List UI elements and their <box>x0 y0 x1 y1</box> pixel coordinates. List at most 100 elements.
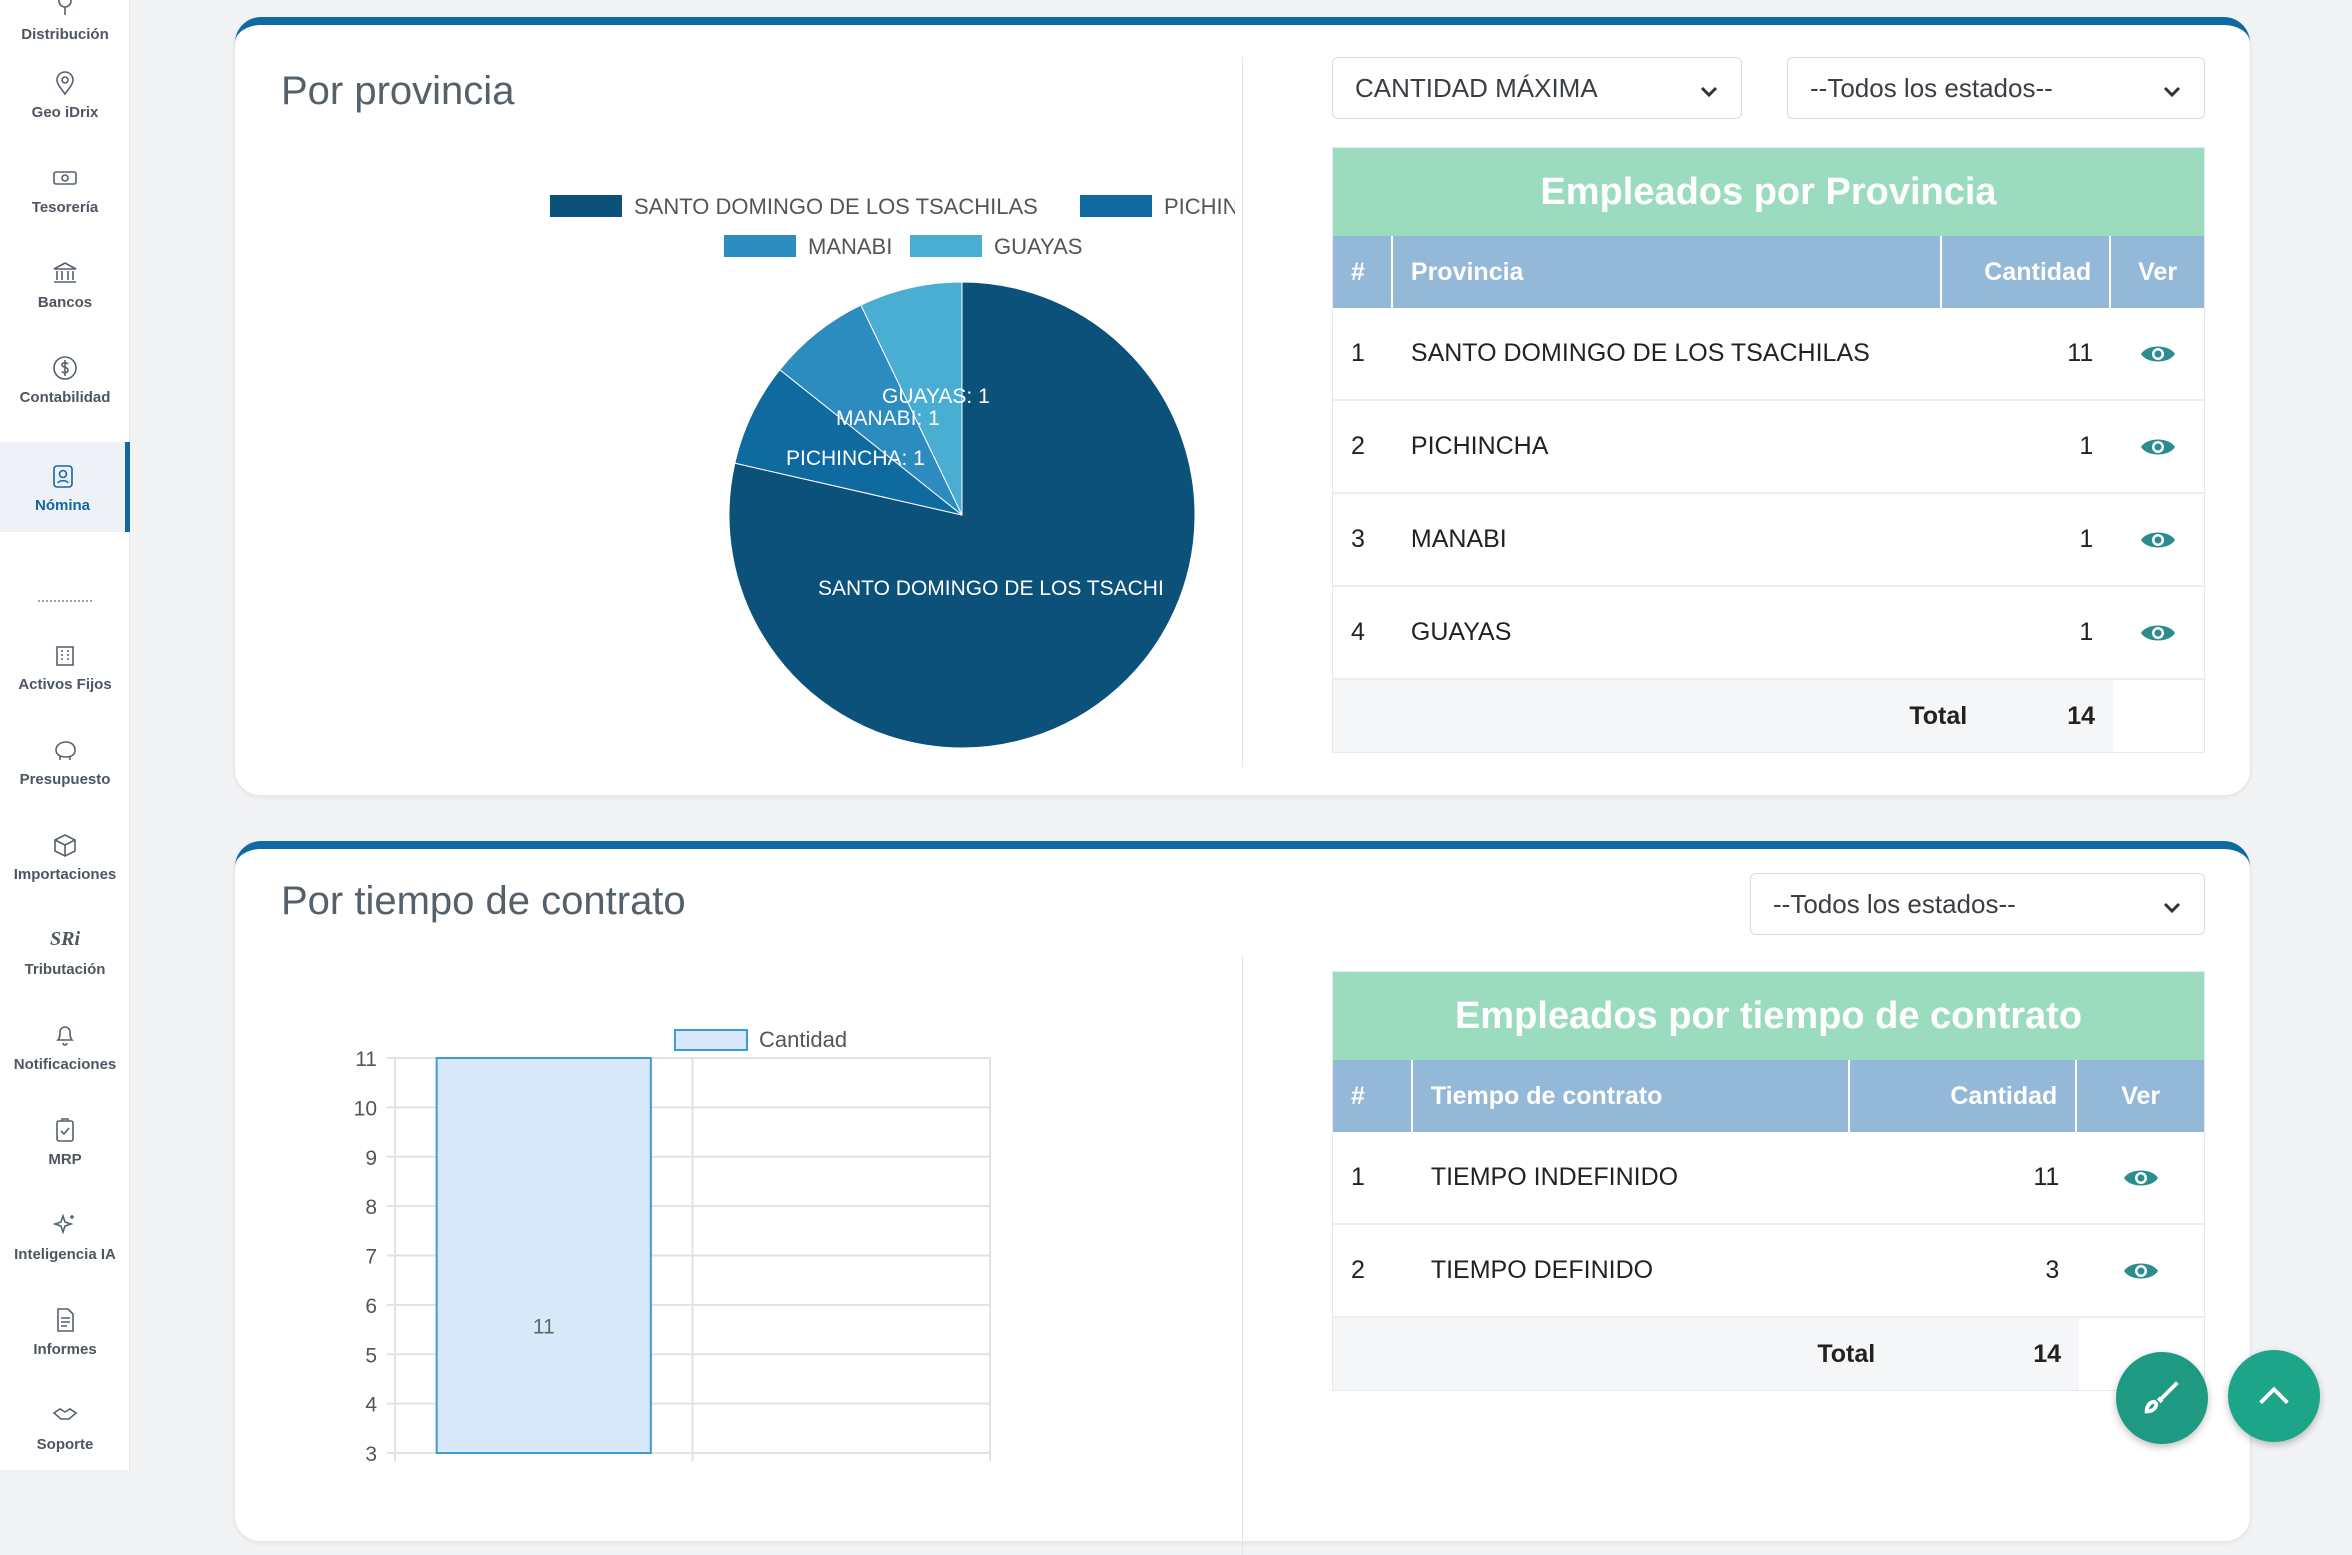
pie-data-label: SANTO DOMINGO DE LOS TSACHI <box>818 577 1164 600</box>
sidebar-item-label: Bancos <box>37 293 93 311</box>
sidebar-item-distribución[interactable]: Distribución <box>0 0 130 62</box>
sidebar-item-contabilidad[interactable]: Contabilidad <box>0 333 130 425</box>
eye-icon[interactable] <box>2111 401 2204 492</box>
column-header[interactable]: Ver <box>2121 1081 2161 1110</box>
row-number: 1 <box>1351 339 1365 367</box>
row-number: 2 <box>1351 432 1365 460</box>
scroll-to-top-button[interactable] <box>2228 1350 2320 1442</box>
sidebar-item-label: Activos Fijos <box>18 675 112 693</box>
y-tick-label: 5 <box>365 1344 377 1367</box>
total-row: Total 14 <box>1333 1318 2204 1390</box>
bank-icon <box>50 258 80 288</box>
eye-icon[interactable] <box>2111 308 2204 399</box>
building-icon <box>50 640 80 670</box>
sidebar-separator <box>38 600 92 602</box>
sidebar: Distribución Geo iDrix Tesorería Bancos Cont… <box>0 0 130 1470</box>
metric-dropdown[interactable]: CANTIDAD MÁXIMA <box>1332 57 1742 119</box>
legend-swatch <box>674 1029 748 1051</box>
sidebar-item-tributación[interactable]: SRi Tributación <box>0 905 130 997</box>
eye-icon[interactable] <box>2077 1132 2204 1223</box>
chevron-up-icon <box>2259 1386 2289 1405</box>
chevron-down-icon <box>1699 78 1719 98</box>
column-header[interactable]: Provincia <box>1393 236 1942 308</box>
card-por-provincia: Por provincia CANTIDAD MÁXIMA --Todos lo… <box>234 17 2251 796</box>
row-quantity: 1 <box>2079 618 2094 646</box>
sidebar-item-label: Tesorería <box>31 198 99 216</box>
pie-data-label: MANABI: 1 <box>836 407 940 430</box>
sidebar-item-nómina[interactable]: Nómina <box>0 442 130 532</box>
sidebar-item-inteligencia-ia[interactable]: Inteligencia IA <box>0 1190 130 1282</box>
y-tick-label: 10 <box>354 1097 377 1120</box>
sidebar-item-presupuesto[interactable]: Presupuesto <box>0 715 130 807</box>
row-number: 3 <box>1351 525 1365 553</box>
row-quantity: 11 <box>2033 1163 2060 1191</box>
row-quantity: 11 <box>2067 339 2094 367</box>
bar-data-label: 11 <box>533 1316 555 1339</box>
legend-swatch <box>910 235 982 257</box>
pie-chart: SANTO DOMINGO DE LOS TSACHILAS PICHINCHA M… <box>550 194 1235 749</box>
sidebar-item-bancos[interactable]: Bancos <box>0 238 130 330</box>
sidebar-item-label: Informes <box>33 1340 97 1358</box>
sidebar-item-label: Presupuesto <box>19 770 111 788</box>
legend-label: MANABI <box>808 234 892 259</box>
bar-chart: Cantidad3456789101111TIEMPO INDEFINIDOTI… <box>354 1027 991 1463</box>
column-header[interactable]: # <box>1333 1060 1413 1132</box>
y-tick-label: 4 <box>365 1394 377 1417</box>
row-number: 4 <box>1351 618 1365 646</box>
card-top-accent <box>235 841 2250 871</box>
sidebar-item-informes[interactable]: Informes <box>0 1285 130 1377</box>
sidebar-item-label: Tributación <box>24 960 106 978</box>
chevron-down-icon <box>2162 78 2182 98</box>
sidebar-item-label: Contabilidad <box>19 388 111 406</box>
paint-brush-button[interactable] <box>2116 1352 2208 1444</box>
sidebar-item-geo-idrix[interactable]: Geo iDrix <box>0 48 130 140</box>
estado-dropdown[interactable]: --Todos los estados-- <box>1750 873 2205 935</box>
row-name: MANABI <box>1410 525 1507 553</box>
legend-label: GUAYAS <box>994 234 1082 259</box>
total-row: Total 14 <box>1333 680 2204 752</box>
pie-slice <box>860 281 963 516</box>
eye-icon[interactable] <box>2077 1225 2204 1316</box>
total-value: 14 <box>2067 701 2095 730</box>
sidebar-item-activos-fijos[interactable]: Activos Fijos <box>0 620 130 712</box>
column-header[interactable]: # <box>1333 236 1393 308</box>
estado-dropdown[interactable]: --Todos los estados-- <box>1787 57 2205 119</box>
row-quantity: 3 <box>2045 1256 2060 1284</box>
sidebar-item-tesorería[interactable]: Tesorería <box>0 143 130 235</box>
row-name: PICHINCHA <box>1410 432 1549 460</box>
card-title: Por provincia <box>281 69 515 113</box>
total-label: Total <box>1817 1339 1876 1368</box>
sidebar-item-label: Importaciones <box>13 865 117 883</box>
divider <box>1242 955 1243 1555</box>
sidebar-item-label: Inteligencia IA <box>14 1245 116 1263</box>
pie-slice <box>734 369 963 516</box>
row-name: GUAYAS <box>1410 618 1512 646</box>
sparkle-icon <box>50 1210 80 1240</box>
eye-icon[interactable] <box>2111 587 2204 678</box>
table-row: 1 SANTO DOMINGO DE LOS TSACHILAS 11 <box>1333 308 2204 401</box>
sidebar-item-importaciones[interactable]: Importaciones <box>0 810 130 902</box>
y-tick-label: 11 <box>355 1048 377 1071</box>
pie-slice <box>779 304 963 516</box>
sidebar-item-mrp[interactable]: MRP <box>0 1095 130 1187</box>
column-header[interactable]: Ver <box>2138 257 2178 286</box>
estado-dropdown-value: --Todos los estados-- <box>1773 888 2016 919</box>
eye-icon[interactable] <box>2111 494 2204 585</box>
row-number: 2 <box>1351 1256 1365 1284</box>
box-icon <box>50 830 80 860</box>
column-header[interactable]: Cantidad <box>1942 236 2112 308</box>
paint-brush-icon <box>2144 1381 2179 1414</box>
sri-icon: SRi <box>49 928 81 950</box>
sidebar-item-soporte[interactable]: Soporte <box>0 1380 130 1472</box>
table-row: 3 MANABI 1 <box>1333 494 2204 587</box>
total-label: Total <box>1909 701 1968 730</box>
column-header[interactable]: Cantidad <box>1850 1060 2078 1132</box>
sidebar-item-notificaciones[interactable]: Notificaciones <box>0 1000 130 1092</box>
clipboard-icon <box>50 1115 80 1145</box>
document-icon <box>50 1305 80 1335</box>
column-header[interactable]: Tiempo de contrato <box>1413 1060 1850 1132</box>
pie-data-label: GUAYAS: 1 <box>882 385 990 408</box>
content-gutter <box>130 0 168 1470</box>
legend-swatch <box>550 195 622 217</box>
sidebar-item-label: Distribución <box>21 25 109 43</box>
